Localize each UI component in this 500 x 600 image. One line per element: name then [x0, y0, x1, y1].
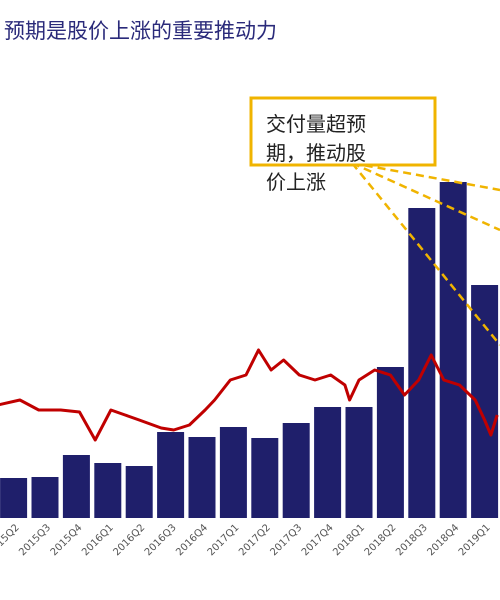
bar [439, 182, 467, 518]
x-tick-label: 2018Q4 [425, 522, 461, 558]
callout-text: 价上涨 [266, 170, 326, 194]
bar [376, 367, 404, 518]
x-tick-label: 2016Q3 [143, 522, 179, 558]
bar [157, 432, 185, 518]
chart-title: 预期是股价上涨的重要推动力 [4, 19, 277, 43]
x-tick-label: 2016Q4 [174, 522, 210, 558]
bar [314, 407, 342, 518]
x-tick-label: 2018Q1 [331, 522, 367, 558]
bar [188, 437, 216, 518]
bar [408, 208, 436, 518]
x-tick-label: 2019Q1 [457, 522, 493, 558]
bar [125, 466, 153, 518]
callout-text: 期，推动股 [266, 141, 366, 165]
x-tick-label: 2017Q3 [268, 522, 304, 558]
x-tick-label: 2017Q1 [206, 522, 242, 558]
bar [0, 478, 28, 518]
bar [31, 477, 59, 518]
bar [62, 455, 90, 518]
x-tick-label: 2016Q2 [111, 522, 147, 558]
x-tick-label: 2015Q4 [49, 522, 85, 558]
callout-box [249, 96, 437, 167]
bar [94, 463, 122, 518]
x-tick-label: 2018Q3 [394, 522, 430, 558]
x-tick-label: 2016Q1 [80, 522, 116, 558]
x-tick-label: 2017Q2 [237, 522, 273, 558]
x-tick-label: 2018Q2 [363, 522, 399, 558]
bar [251, 438, 279, 518]
x-tick-label: 2015Q3 [17, 522, 53, 558]
bar [219, 427, 247, 518]
x-tick-label: 2017Q4 [300, 522, 336, 558]
bar [282, 423, 310, 518]
callout-lines [351, 161, 500, 346]
bar [345, 407, 373, 518]
callout-text: 交付量超预 [266, 112, 366, 136]
price-line [0, 348, 499, 442]
